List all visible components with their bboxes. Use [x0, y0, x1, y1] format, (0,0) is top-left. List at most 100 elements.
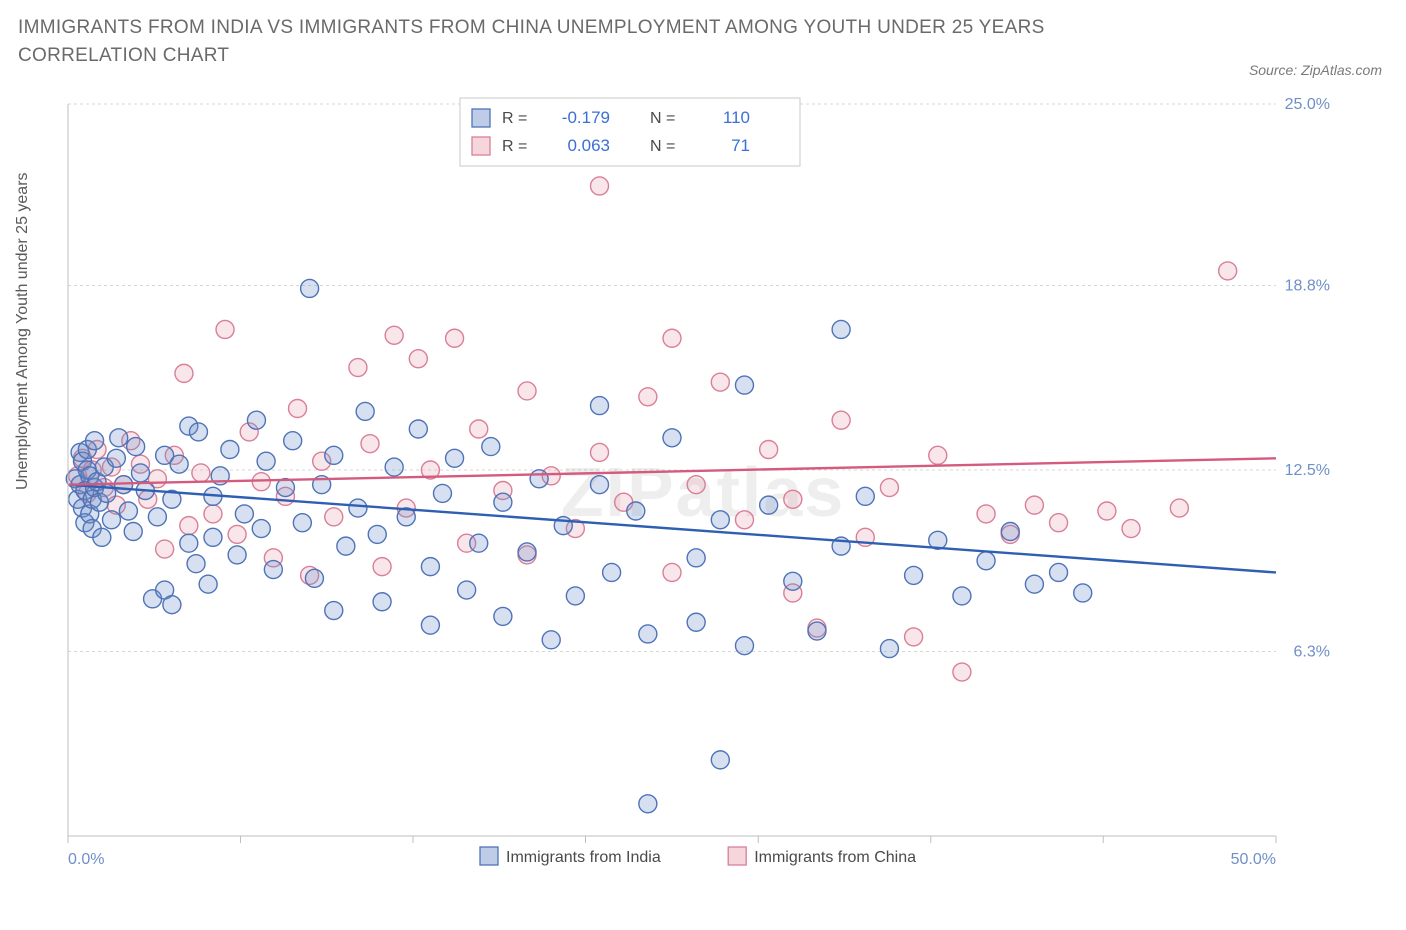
data-point-india [170, 455, 188, 473]
y-tick-label: 25.0% [1285, 96, 1330, 113]
data-point-china [880, 479, 898, 497]
data-point-india [119, 502, 137, 520]
data-point-india [735, 376, 753, 394]
data-point-china [953, 663, 971, 681]
legend-swatch [472, 137, 490, 155]
data-point-india [368, 525, 386, 543]
data-point-india [711, 751, 729, 769]
data-point-china [175, 364, 193, 382]
data-point-india [385, 458, 403, 476]
data-point-india [603, 563, 621, 581]
data-point-india [131, 464, 149, 482]
data-point-india [228, 546, 246, 564]
data-point-china [409, 350, 427, 368]
data-point-india [433, 484, 451, 502]
data-point-india [257, 452, 275, 470]
data-point-china [446, 329, 464, 347]
legend-r-value: -0.179 [562, 108, 610, 127]
data-point-india [880, 640, 898, 658]
data-point-china [905, 628, 923, 646]
data-point-china [639, 388, 657, 406]
legend-n-label: N = [650, 138, 675, 155]
data-point-china [1050, 514, 1068, 532]
data-point-india [458, 581, 476, 599]
legend-swatch [472, 109, 490, 127]
data-point-india [735, 637, 753, 655]
data-point-india [591, 397, 609, 415]
data-point-india [1001, 522, 1019, 540]
legend-n-value: 71 [731, 136, 750, 155]
data-point-china [1170, 499, 1188, 517]
data-point-china [470, 420, 488, 438]
data-point-india [977, 552, 995, 570]
data-point-india [204, 528, 222, 546]
data-point-india [252, 520, 270, 538]
legend-r-label: R = [502, 138, 527, 155]
data-point-china [518, 382, 536, 400]
data-point-india [163, 596, 181, 614]
data-point-india [482, 438, 500, 456]
data-point-china [385, 326, 403, 344]
data-point-china [1025, 496, 1043, 514]
data-point-china [228, 525, 246, 543]
data-point-india [446, 449, 464, 467]
data-point-india [687, 613, 705, 631]
legend-n-label: N = [650, 110, 675, 127]
legend-swatch [728, 847, 746, 865]
data-point-china [711, 373, 729, 391]
y-tick-label: 12.5% [1285, 462, 1330, 479]
data-point-india [591, 476, 609, 494]
data-point-china [977, 505, 995, 523]
data-point-india [187, 555, 205, 573]
data-point-india [494, 493, 512, 511]
data-point-china [832, 411, 850, 429]
data-point-india [530, 470, 548, 488]
data-point-china [289, 400, 307, 418]
data-point-china [735, 511, 753, 529]
data-point-india [102, 511, 120, 529]
legend-series-label: Immigrants from China [754, 849, 916, 866]
data-point-india [301, 279, 319, 297]
data-point-china [784, 490, 802, 508]
page-title: IMMIGRANTS FROM INDIA VS IMMIGRANTS FROM… [18, 14, 1146, 69]
legend-r-value: 0.063 [567, 136, 610, 155]
data-point-india [148, 508, 166, 526]
data-point-india [325, 602, 343, 620]
x-tick-label: 0.0% [68, 851, 104, 868]
data-point-china [1219, 262, 1237, 280]
data-point-china [216, 320, 234, 338]
data-point-china [349, 359, 367, 377]
data-point-china [204, 505, 222, 523]
data-point-india [107, 449, 125, 467]
data-point-india [663, 429, 681, 447]
legend-series-label: Immigrants from India [506, 849, 661, 866]
data-point-india [276, 479, 294, 497]
data-point-india [124, 522, 142, 540]
data-point-china [361, 435, 379, 453]
data-point-india [856, 487, 874, 505]
data-point-india [953, 587, 971, 605]
y-axis-label: Unemployment Among Youth under 25 years [14, 172, 32, 490]
data-point-china [373, 558, 391, 576]
data-point-china [591, 443, 609, 461]
data-point-india [284, 432, 302, 450]
data-point-india [687, 549, 705, 567]
data-point-india [247, 411, 265, 429]
legend-r-label: R = [502, 110, 527, 127]
data-point-india [784, 572, 802, 590]
data-point-china [760, 441, 778, 459]
data-point-india [235, 505, 253, 523]
data-point-china [1098, 502, 1116, 520]
data-point-india [494, 607, 512, 625]
data-point-india [221, 441, 239, 459]
data-point-india [1050, 563, 1068, 581]
data-point-india [711, 511, 729, 529]
data-point-india [421, 558, 439, 576]
data-point-india [1025, 575, 1043, 593]
source-label: Source: ZipAtlas.com [1249, 62, 1382, 78]
x-tick-label: 50.0% [1231, 851, 1276, 868]
data-point-china [687, 476, 705, 494]
data-point-india [189, 423, 207, 441]
y-tick-label: 6.3% [1294, 644, 1330, 661]
data-point-india [293, 514, 311, 532]
